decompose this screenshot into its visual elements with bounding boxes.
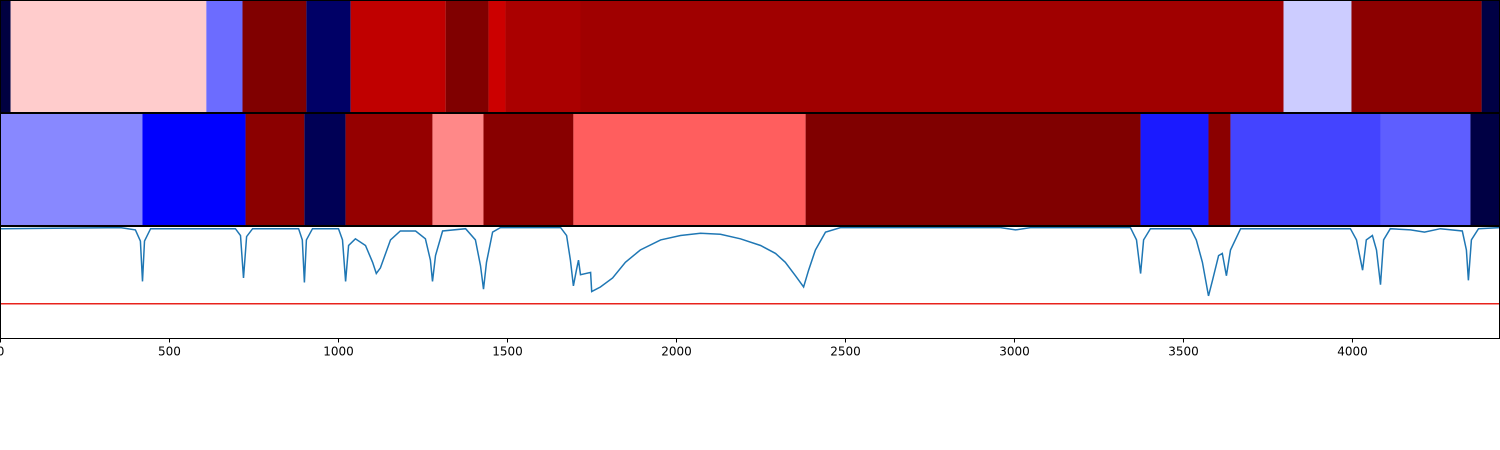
strip-segment [505, 0, 581, 113]
data-line [0, 226, 1500, 297]
strip-segment [10, 0, 207, 113]
x-tick-label: 500 [158, 344, 181, 358]
strip-segment [1351, 0, 1482, 113]
x-tick-label: 1500 [492, 344, 523, 358]
strip-segment [0, 113, 143, 226]
strip-segment [1283, 0, 1352, 113]
strip-segment [142, 113, 246, 226]
strip-segment [1481, 0, 1500, 113]
strip-segment [432, 113, 484, 226]
panel-frame [0, 226, 1500, 339]
x-tick-label: 2500 [830, 344, 861, 358]
x-tick-label: 1000 [323, 344, 354, 358]
x-tick-label: 0 [0, 344, 4, 358]
strip-segment [245, 113, 305, 226]
strip-segment [304, 113, 346, 226]
strip-segment [0, 0, 11, 113]
strip-segment [242, 0, 307, 113]
strip-segment [1208, 113, 1231, 226]
strip-segment [1380, 113, 1471, 226]
strip-segment [573, 113, 806, 226]
strip-segment [488, 0, 506, 113]
strip-segment [1470, 113, 1500, 226]
x-tick-label: 3000 [999, 344, 1030, 358]
x-tick-label: 2000 [661, 344, 692, 358]
strip-segment [805, 113, 1141, 226]
strip-segment [345, 113, 433, 226]
x-tick-label: 4000 [1337, 344, 1368, 358]
strip-segment [306, 0, 351, 113]
strip-segment [483, 113, 574, 226]
strip-segment [580, 0, 1284, 113]
x-tick-label: 3500 [1168, 344, 1199, 358]
strip-segment [350, 0, 446, 113]
strip-segment [1230, 113, 1381, 226]
strip-segment [206, 0, 243, 113]
strip-segment [445, 0, 489, 113]
strip-segment [1140, 113, 1209, 226]
